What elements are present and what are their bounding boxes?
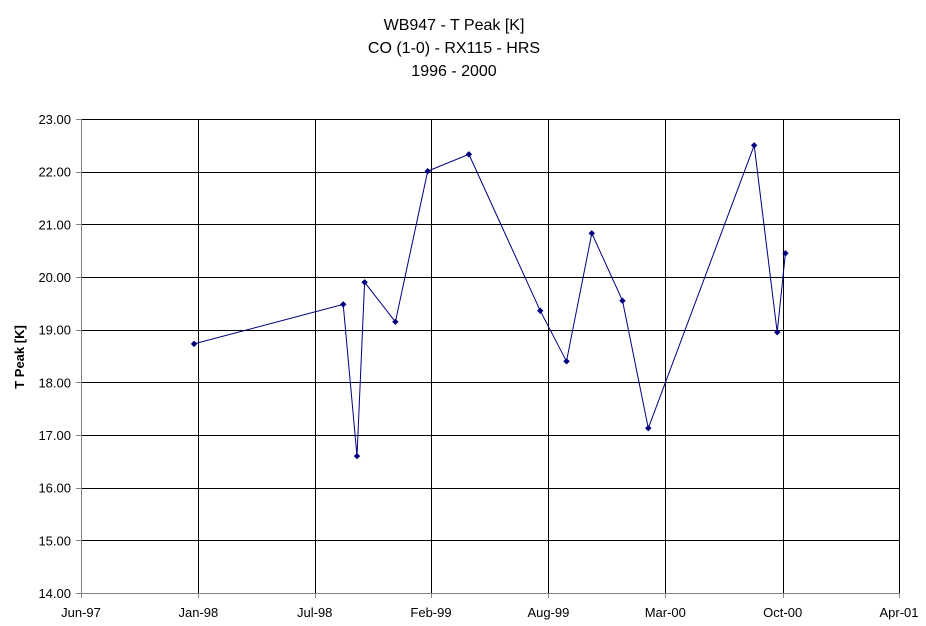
x-tick-label: Jul-98: [297, 605, 332, 620]
data-point-marker: [750, 142, 758, 149]
x-tick-label: Jan-98: [179, 605, 219, 620]
y-axis-label: T Peak [K]: [12, 325, 27, 389]
data-point-marker: [645, 424, 652, 432]
plot-background: [81, 119, 899, 593]
data-point-marker: [619, 297, 626, 304]
data-series: [190, 142, 789, 460]
x-tick-label: Jun-97: [61, 605, 101, 620]
y-tick-label: 20.00: [38, 270, 71, 285]
chart-title: WB947 - T Peak [K] CO (1-0) - RX115 - HR…: [368, 17, 540, 80]
data-point-marker: [782, 250, 789, 257]
data-point-marker: [563, 358, 570, 365]
y-tick-label: 15.00: [38, 533, 71, 548]
y-tick-label: 17.00: [38, 428, 71, 443]
x-tick-label: Apr-01: [879, 605, 918, 620]
x-tick-label: Aug-99: [527, 605, 569, 620]
x-tick-label: Feb-99: [410, 605, 451, 620]
data-point-marker: [774, 329, 781, 336]
data-point-marker: [424, 167, 431, 175]
x-tick-labels: Jun-97 Jan-98 Jul-98 Feb-99 Aug-99 Mar-00 Oct-…: [61, 605, 918, 620]
y-tick-label: 14.00: [38, 586, 71, 601]
chart-title-line-2: CO (1-0) - RX115 - HRS: [368, 40, 540, 57]
data-point-marker: [190, 340, 198, 348]
data-point-marker: [465, 151, 473, 158]
data-point-marker: [588, 230, 595, 237]
y-tick-label: 21.00: [38, 217, 71, 232]
data-point-marker: [536, 307, 544, 314]
y-tick-labels: 14.00 15.00 16.00 17.00 18.00 19.00 20.00 21.00…: [38, 112, 71, 601]
axes: [76, 119, 900, 598]
data-point-marker: [361, 279, 368, 286]
y-tick-label: 16.00: [38, 481, 71, 496]
y-tick-label: 22.00: [38, 165, 71, 180]
data-point-marker: [353, 452, 361, 460]
chart-title-line-1: WB947 - T Peak [K]: [384, 17, 525, 34]
y-tick-label: 19.00: [38, 323, 71, 338]
y-tick-label: 18.00: [38, 375, 71, 390]
chart-title-line-3: 1996 - 2000: [411, 63, 497, 80]
x-tick-label: Oct-00: [763, 605, 802, 620]
data-point-marker: [392, 318, 399, 325]
x-tick-label: Mar-00: [645, 605, 686, 620]
plot-area: [81, 119, 899, 593]
y-tick-label: 23.00: [38, 112, 71, 127]
data-point-marker: [340, 301, 347, 308]
